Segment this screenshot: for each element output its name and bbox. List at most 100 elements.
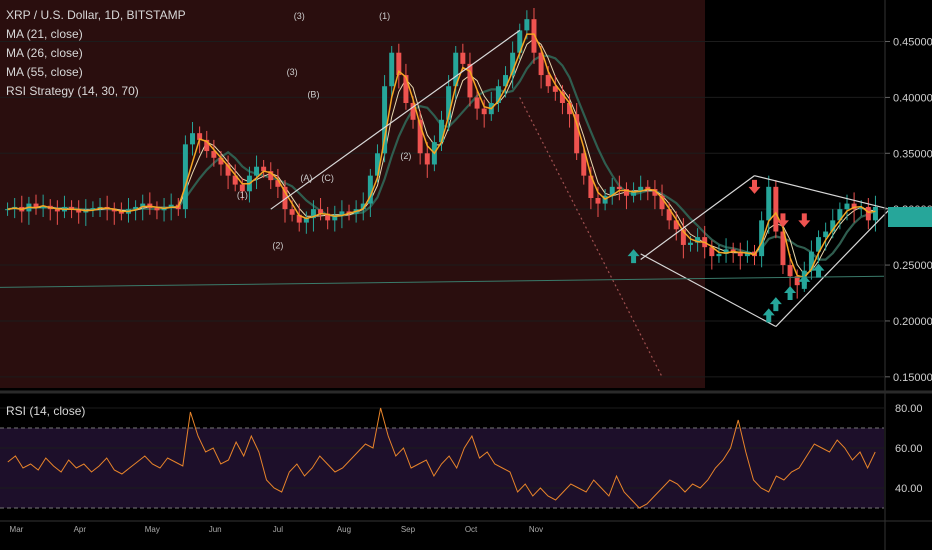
candle-body xyxy=(609,186,615,196)
rsi-band xyxy=(0,428,884,508)
candle-body xyxy=(481,108,487,115)
candle-body xyxy=(858,206,864,210)
triangle-lower-left xyxy=(640,253,777,328)
candle-body xyxy=(766,186,772,221)
candle-body xyxy=(303,218,309,223)
candle-body xyxy=(659,195,665,210)
price-tick-label: 0.25000 xyxy=(893,260,932,272)
buy-signal-arrow xyxy=(769,297,782,312)
ma26-legend[interactable]: MA (26, close) xyxy=(6,46,83,60)
candle-body xyxy=(133,206,139,210)
wave-label: (2) xyxy=(272,240,283,250)
month-label: Apr xyxy=(74,525,87,534)
symbol-title[interactable]: XRP / U.S. Dollar, 1D, BITSTAMP xyxy=(6,8,186,22)
projection-line xyxy=(519,97,663,378)
wave-label: (C) xyxy=(321,173,334,183)
price-grid xyxy=(0,41,884,378)
last-price-badge xyxy=(888,207,932,227)
candle-body xyxy=(816,237,822,252)
candle-body xyxy=(474,97,480,109)
candle-body xyxy=(723,249,729,254)
candles xyxy=(5,8,878,299)
candle-body xyxy=(232,175,238,185)
rsi-strategy-legend[interactable]: RSI Strategy (14, 30, 70) xyxy=(6,84,139,98)
candle-body xyxy=(695,237,701,243)
candle-body xyxy=(581,153,587,176)
candle-body xyxy=(360,203,366,210)
candle-body xyxy=(844,203,850,210)
wave-label: (1) xyxy=(379,11,390,21)
wave-label: (2) xyxy=(400,151,411,161)
candle-body xyxy=(33,203,39,209)
ma55-legend[interactable]: MA (55, close) xyxy=(6,65,83,79)
candle-body xyxy=(424,153,430,165)
candle-body xyxy=(154,208,160,211)
trendlines xyxy=(0,29,891,378)
candle-body xyxy=(239,184,245,192)
sell-signal-arrow xyxy=(748,179,761,194)
month-label: Aug xyxy=(337,525,351,534)
candle-body xyxy=(225,164,231,176)
candle-body xyxy=(680,229,686,245)
time-axis[interactable]: Mar Apr May Jun Jul Aug Sep Oct Nov xyxy=(0,520,932,534)
wave-line-a xyxy=(270,29,521,210)
candle-body xyxy=(645,186,651,190)
candle-body xyxy=(467,63,473,98)
candle-body xyxy=(54,209,60,212)
candle-body xyxy=(503,75,509,87)
strategy-signals xyxy=(627,179,825,323)
candle-body xyxy=(190,133,196,145)
wave-label: (A) xyxy=(300,173,312,183)
rsi-axis[interactable]: 80.00 60.00 40.00 xyxy=(895,403,923,495)
candle-body xyxy=(254,166,260,176)
candle-body xyxy=(389,52,395,87)
candle-body xyxy=(5,209,11,211)
candle-body xyxy=(616,186,622,190)
month-label: Oct xyxy=(465,525,478,534)
candle-body xyxy=(652,189,658,196)
candle-body xyxy=(296,214,302,223)
candle-body xyxy=(808,251,814,271)
candle-body xyxy=(631,191,637,196)
candle-body xyxy=(439,119,444,143)
candle-body xyxy=(737,251,743,257)
buy-signal-arrow xyxy=(784,286,797,300)
wave-label: (B) xyxy=(307,89,319,99)
rsi-line xyxy=(7,407,876,509)
candle-body xyxy=(268,171,274,181)
candle-body xyxy=(517,30,523,53)
candle-body xyxy=(872,206,878,221)
month-label: Nov xyxy=(529,525,543,534)
triangle-lower-right xyxy=(775,208,891,327)
candle-body xyxy=(559,91,565,103)
candle-body xyxy=(332,214,338,221)
candle-body xyxy=(382,86,388,154)
candle-body xyxy=(531,19,537,53)
price-axis[interactable]: 0.450000.400000.350000.300000.250000.200… xyxy=(884,0,932,550)
sell-signal-arrow xyxy=(798,213,811,228)
rsi-path xyxy=(7,407,876,509)
candle-body xyxy=(865,206,871,221)
price-tick-label: 0.15000 xyxy=(893,372,932,384)
chart-legend: XRP / U.S. Dollar, 1D, BITSTAMP MA (21, … xyxy=(6,6,186,101)
candle-body xyxy=(495,86,501,103)
rsi-tick-label: 60.00 xyxy=(895,443,923,455)
month-label: Sep xyxy=(401,525,416,534)
wave-label: (3) xyxy=(287,67,298,77)
candle-body xyxy=(460,52,466,64)
wave-label: (3) xyxy=(294,11,305,21)
candle-body xyxy=(168,204,174,207)
candle-body xyxy=(574,114,580,154)
candle-body xyxy=(794,276,800,286)
candle-body xyxy=(709,247,715,257)
candle-body xyxy=(367,175,373,204)
candle-body xyxy=(339,211,345,215)
ma21-line xyxy=(7,33,876,279)
candle-body xyxy=(759,220,765,257)
ma21-legend[interactable]: MA (21, close) xyxy=(6,27,83,41)
candle-body xyxy=(97,206,103,209)
month-label: May xyxy=(145,525,160,534)
sell-signal-arrow xyxy=(776,213,789,228)
rsi-legend[interactable]: RSI (14, close) xyxy=(6,404,86,418)
